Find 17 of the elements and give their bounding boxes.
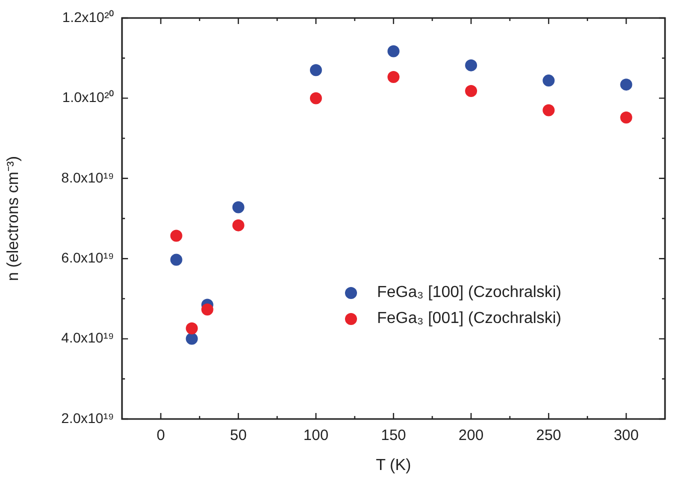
y-tick-label: 6.0x10¹⁹ xyxy=(61,249,114,266)
y-tick-label: 1.2x10²⁰ xyxy=(62,8,114,25)
legend-label: FeGa₃ [001] (Czochralski) xyxy=(377,310,562,328)
x-tick-label: 0 xyxy=(156,427,165,444)
legend-label: FeGa₃ [100] (Czochralski) xyxy=(377,284,562,302)
x-tick-label: 250 xyxy=(536,427,562,444)
x-tick-label: 150 xyxy=(380,427,406,444)
x-tick-label: 300 xyxy=(614,427,639,444)
x-axis-title: T (K) xyxy=(376,456,412,474)
x-tick-label: 100 xyxy=(303,427,328,444)
y-tick-label: 4.0x10¹⁹ xyxy=(61,330,114,346)
x-tick-label: 200 xyxy=(458,427,484,444)
y-tick-label: 2.0x10¹⁹ xyxy=(61,410,114,426)
y-axis-title: n (electrons cm⁻³) xyxy=(5,156,22,282)
x-tick-label: 50 xyxy=(230,427,247,444)
y-tick-label: 1.0x10²⁰ xyxy=(62,89,114,106)
y-tick-label: 8.0x10¹⁹ xyxy=(61,169,114,186)
